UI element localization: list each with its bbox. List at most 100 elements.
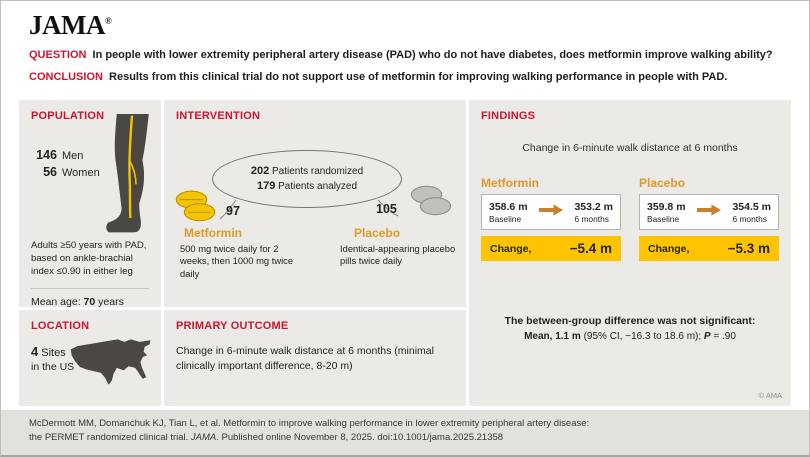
header: JAMA® QUESTION In people with lower extr… <box>1 1 809 100</box>
metformin-name: Metformin <box>184 226 242 240</box>
mean-age-label: Mean age: <box>31 295 81 307</box>
population-title: POPULATION <box>31 110 105 122</box>
randomized-count: 202 <box>250 165 270 178</box>
metformin-baseline-value: 358.6 m <box>489 200 528 213</box>
placebo-change-bar: Change, −5.3 m <box>639 236 779 261</box>
significance-block: The between-group difference was not sig… <box>481 315 779 342</box>
column-population-location: POPULATION 146 Men 56 Women Adults ≥50 yea… <box>19 100 161 406</box>
citation-line-2-post: . Published online November 8, 2025. doi… <box>216 432 504 444</box>
primary-outcome-title: PRIMARY OUTCOME <box>176 320 289 332</box>
us-map-icon <box>69 336 153 393</box>
footer-citation: McDermott MM, Domanchuk KJ, Tian L, et a… <box>1 410 809 455</box>
placebo-count: 105 <box>376 202 397 216</box>
citation-line-2-pre: the PERMET randomized clinical trial. <box>29 432 191 444</box>
metformin-pills-icon <box>174 188 218 227</box>
metformin-baseline-label: Baseline <box>489 213 522 224</box>
metformin-description: 500 mg twice daily for 2 weeks, then 100… <box>180 243 294 279</box>
sex-counts: 146 Men 56 Women <box>31 148 149 179</box>
mean-age-suffix: years <box>98 295 124 307</box>
placebo-followup-label: 6 months <box>732 213 767 224</box>
placebo-baseline-label: Baseline <box>647 213 680 224</box>
conclusion-line: CONCLUSION Results from this clinical tr… <box>29 71 781 85</box>
citation-journal: JAMA <box>190 432 217 444</box>
men-label: Men <box>62 150 84 162</box>
mean-age-value: 70 <box>83 295 96 307</box>
population-description: Adults ≥50 years with PAD, based on ankl… <box>31 240 147 278</box>
main-content: POPULATION 146 Men 56 Women Adults ≥50 yea… <box>19 100 791 406</box>
women-label: Women <box>62 167 100 179</box>
jama-logo: JAMA® <box>29 10 781 41</box>
significance-intro: The between-group difference was not sig… <box>504 315 756 327</box>
metformin-count: 97 <box>226 204 240 218</box>
intervention-title: INTERVENTION <box>176 110 261 122</box>
analyzed-row: 179 Patients analyzed <box>257 179 357 194</box>
intervention-section: INTERVENTION 202 Patients randomized 179… <box>164 100 466 307</box>
analyzed-label: Patients analyzed <box>278 181 358 192</box>
metformin-result-card: Metformin 358.6 m Baseline 353.2 m <box>481 176 621 261</box>
analyzed-count: 179 <box>256 180 276 192</box>
sites-label: Sites <box>41 347 66 359</box>
randomized-row: 202 Patients randomized <box>251 164 363 179</box>
metformin-change-bar: Change, −5.4 m <box>481 236 621 261</box>
men-count: 146 <box>36 148 57 162</box>
placebo-baseline-cell: 359.8 m Baseline <box>647 201 686 224</box>
location-section: LOCATION 4 Sites in the US <box>19 310 161 406</box>
placebo-description: Identical-appearing placebo pills twice … <box>340 243 456 267</box>
metformin-change-value: −5.4 m <box>569 241 612 256</box>
placebo-change-label: Change, <box>648 242 690 255</box>
findings-result-cards: Metformin 358.6 m Baseline 353.2 m <box>481 176 779 261</box>
location-count-row: 4 Sites <box>31 344 149 359</box>
placebo-walk-box: 359.8 m Baseline 354.5 m 6 months <box>639 194 779 230</box>
significance-ci: (95% CI, −16.3 to 18.6 m); <box>580 331 704 342</box>
population-section: POPULATION 146 Men 56 Women Adults ≥50 yea… <box>19 100 161 307</box>
copyright-note: © AMA <box>758 391 782 400</box>
question-label: QUESTION <box>29 49 87 61</box>
sites-count: 4 <box>31 344 39 359</box>
question-text: In people with lower extremity periphera… <box>92 49 773 61</box>
metformin-change-label: Change, <box>490 242 532 255</box>
placebo-pills-icon <box>408 184 454 221</box>
findings-subtitle: Change in 6-minute walk distance at 6 mo… <box>522 142 738 154</box>
mean-age-row: Mean age: 70 years <box>31 287 149 307</box>
metformin-followup-value: 353.2 m <box>574 200 613 213</box>
placebo-followup-value: 354.5 m <box>732 200 771 213</box>
significance-p-label: P <box>703 331 711 342</box>
arrow-right-icon <box>539 203 563 221</box>
arrow-right-icon <box>697 203 721 221</box>
placebo-followup-cell: 354.5 m 6 months <box>732 201 771 224</box>
findings-title: FINDINGS <box>481 110 536 122</box>
significance-detail: Mean, 1.1 m (95% CI, −16.3 to 18.6 m); P… <box>481 331 779 342</box>
metformin-followup-label: 6 months <box>574 213 609 224</box>
conclusion-text: Results from this clinical trial do not … <box>109 70 728 83</box>
metformin-walk-box: 358.6 m Baseline 353.2 m 6 months <box>481 194 621 230</box>
significance-p-value: = .90 <box>710 331 736 342</box>
randomized-label: Patients randomized <box>271 166 364 178</box>
placebo-result-card: Placebo 359.8 m Baseline 354.5 m <box>639 176 779 261</box>
column-intervention-outcome: INTERVENTION 202 Patients randomized 179… <box>164 100 466 406</box>
metformin-baseline-cell: 358.6 m Baseline <box>489 201 528 224</box>
placebo-result-name: Placebo <box>639 176 686 190</box>
citation-line-1: McDermott MM, Domanchuk KJ, Tian L, et a… <box>29 418 590 429</box>
location-title: LOCATION <box>31 320 90 332</box>
women-count-row: 56 Women <box>31 165 149 179</box>
question-line: QUESTION In people with lower extremity … <box>29 49 781 63</box>
women-count: 56 <box>43 165 57 179</box>
randomization-bubble: 202 Patients randomized 179 Patients ana… <box>212 150 402 208</box>
column-findings: FINDINGS Change in 6-minute walk distanc… <box>469 100 791 406</box>
placebo-baseline-value: 359.8 m <box>647 200 686 213</box>
location-region: in the US <box>31 361 75 373</box>
placebo-change-value: −5.3 m <box>727 241 770 256</box>
metformin-result-name: Metformin <box>481 176 539 190</box>
registered-mark: ® <box>104 16 112 26</box>
leg-artery-illustration <box>101 114 155 239</box>
primary-outcome-section: PRIMARY OUTCOME Change in 6-minute walk … <box>164 310 466 406</box>
significance-mean: Mean, 1.1 m <box>524 331 581 342</box>
primary-outcome-text: Change in 6-minute walk distance at 6 mo… <box>176 345 434 373</box>
placebo-name: Placebo <box>354 226 401 240</box>
findings-section: FINDINGS Change in 6-minute walk distanc… <box>469 100 791 406</box>
citation-line-2: the PERMET randomized clinical trial. JA… <box>29 431 781 445</box>
metformin-followup-cell: 353.2 m 6 months <box>574 201 613 224</box>
men-count-row: 146 Men <box>31 148 149 162</box>
conclusion-label: CONCLUSION <box>29 70 103 83</box>
